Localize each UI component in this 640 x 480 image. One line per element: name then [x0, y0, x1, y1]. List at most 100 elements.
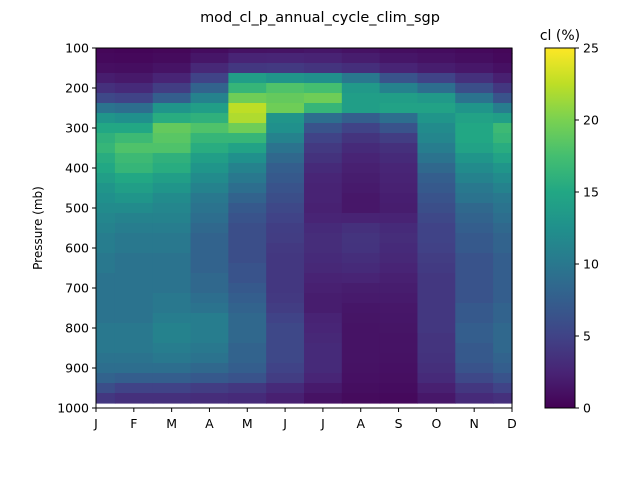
heatmap-cell: [266, 243, 305, 254]
heatmap-cell: [493, 283, 513, 294]
heatmap-cell: [266, 373, 305, 384]
y-tick-label: 500: [65, 201, 89, 216]
heatmap-cell: [379, 53, 419, 64]
heatmap-cell: [152, 383, 192, 394]
heatmap-cell: [493, 123, 513, 134]
heatmap-cell: [114, 48, 154, 54]
heatmap-cell: [152, 73, 192, 84]
heatmap-cell: [114, 143, 154, 154]
heatmap-cell: [304, 163, 343, 174]
heatmap-cell: [114, 193, 154, 204]
heatmap-cell: [341, 223, 381, 234]
heatmap-cell: [493, 213, 513, 224]
heatmap-cell: [379, 223, 419, 234]
heatmap-cell: [379, 283, 419, 294]
heatmap-cell: [455, 123, 494, 134]
heatmap-cell: [228, 173, 267, 184]
heatmap-cell: [266, 203, 305, 214]
heatmap-cell: [114, 133, 154, 144]
heatmap-cell: [114, 173, 154, 184]
heatmap-cell: [228, 213, 267, 224]
heatmap-cell: [114, 363, 154, 374]
heatmap-cell: [417, 123, 456, 134]
heatmap-cell: [341, 143, 381, 154]
heatmap-cell: [417, 273, 456, 284]
heatmap-cell: [304, 223, 343, 234]
heatmap-cell: [455, 83, 494, 94]
heatmap-cell: [96, 343, 116, 354]
heatmap-cell: [304, 83, 343, 94]
heatmap-cell: [266, 343, 305, 354]
heatmap-cell: [379, 313, 419, 324]
heatmap-cell: [114, 283, 154, 294]
heatmap-cell: [341, 313, 381, 324]
heatmap-cell: [341, 123, 381, 134]
heatmap-cell: [266, 63, 305, 74]
heatmap-cell: [379, 153, 419, 164]
heatmap-cell: [304, 53, 343, 64]
heatmap-cell: [266, 283, 305, 294]
heatmap-cell: [190, 183, 229, 194]
heatmap-cell: [114, 113, 154, 124]
colorbar-tick-label: 10: [583, 257, 599, 272]
heatmap-cell: [379, 48, 419, 54]
heatmap-cell: [96, 83, 116, 94]
heatmap-cell: [266, 393, 305, 404]
heatmap-cell: [266, 263, 305, 274]
heatmap-cell: [304, 283, 343, 294]
heatmap-cell: [304, 253, 343, 264]
heatmap-cell: [114, 103, 154, 114]
heatmap-cell: [190, 113, 229, 124]
heatmap-cell: [266, 183, 305, 194]
heatmap-cell: [114, 233, 154, 244]
heatmap-cell: [266, 153, 305, 164]
colorbar-frame: [544, 47, 576, 409]
heatmap-cell: [417, 373, 456, 384]
heatmap-cell: [304, 333, 343, 344]
heatmap-cell: [228, 263, 267, 274]
heatmap-cell: [417, 183, 456, 194]
heatmap-cell: [379, 63, 419, 74]
heatmap-cell: [304, 103, 343, 114]
heatmap-cell: [341, 133, 381, 144]
heatmap-cell: [190, 273, 229, 284]
heatmap-cell: [266, 163, 305, 174]
heatmap-cell: [455, 263, 494, 274]
heatmap-cell: [304, 93, 343, 104]
heatmap-cell: [379, 323, 419, 334]
heatmap-cell: [379, 333, 419, 344]
heatmap-cell: [228, 203, 267, 214]
heatmap-cell: [417, 393, 456, 404]
heatmap-cell: [304, 203, 343, 214]
heatmap-cell: [417, 143, 456, 154]
heatmap-cell: [114, 73, 154, 84]
heatmap-cell: [455, 183, 494, 194]
heatmap-cell: [304, 273, 343, 284]
heatmap-cell: [228, 48, 267, 54]
heatmap-cell: [190, 48, 229, 54]
heatmap-cell: [455, 323, 494, 334]
heatmap-cell: [228, 183, 267, 194]
heatmap-cell: [379, 253, 419, 264]
heatmap-cell: [114, 53, 154, 64]
heatmap-cell: [228, 343, 267, 354]
heatmap-cell: [152, 133, 192, 144]
heatmap-cell: [341, 383, 381, 394]
heatmap-cell: [266, 273, 305, 284]
heatmap-cell: [341, 193, 381, 204]
heatmap-cell: [493, 393, 513, 404]
y-tick-label: 800: [65, 321, 89, 336]
heatmap-cell: [152, 93, 192, 104]
heatmap-cell: [379, 233, 419, 244]
heatmap-cell: [417, 303, 456, 314]
heatmap-cell: [266, 103, 305, 114]
heatmap-cell: [96, 243, 116, 254]
heatmap-cell: [114, 83, 154, 94]
heatmap-cell: [455, 73, 494, 84]
heatmap-cell: [341, 273, 381, 284]
heatmap-cell: [493, 183, 513, 194]
heatmap-cell: [96, 73, 116, 84]
heatmap-cell: [493, 93, 513, 104]
heatmap-cell: [190, 83, 229, 94]
